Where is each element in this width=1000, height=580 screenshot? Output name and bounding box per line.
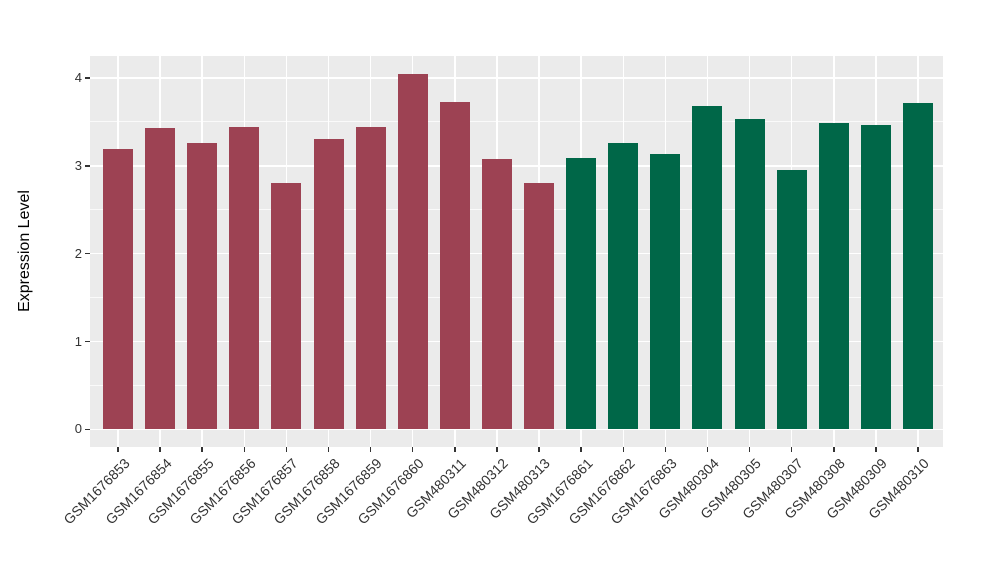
x-tick <box>117 447 119 452</box>
y-tick <box>85 77 90 79</box>
gridline-major-horizontal <box>90 340 943 343</box>
bar <box>902 103 933 430</box>
bar <box>860 124 891 430</box>
x-tick <box>243 447 246 452</box>
gridline-minor-horizontal <box>90 297 943 299</box>
bar <box>818 122 849 430</box>
x-tick <box>538 447 540 452</box>
y-tick-label: 4 <box>74 69 82 85</box>
bar <box>776 170 807 430</box>
y-tick-label: 1 <box>74 333 82 349</box>
bar <box>524 182 555 430</box>
y-tick <box>85 340 90 343</box>
gridline-major-horizontal <box>90 165 943 167</box>
bar <box>439 101 470 430</box>
x-tick <box>369 447 372 452</box>
gridline-minor-horizontal <box>90 385 943 386</box>
bar <box>103 149 133 430</box>
x-tick <box>327 447 330 452</box>
bar <box>355 127 386 430</box>
bar <box>481 158 512 430</box>
x-tick <box>706 447 709 452</box>
gridline-major-horizontal <box>90 252 943 255</box>
bar <box>187 142 218 430</box>
bar <box>313 138 344 430</box>
y-tick <box>85 428 90 431</box>
y-tick-label: 2 <box>74 245 82 261</box>
x-tick <box>285 447 288 452</box>
plot-panel <box>90 56 943 447</box>
x-tick <box>790 447 793 452</box>
y-tick-label: 0 <box>74 421 82 437</box>
x-tick <box>748 447 751 452</box>
gridline-minor-horizontal <box>90 121 943 123</box>
bar <box>692 106 723 430</box>
x-tick <box>622 447 624 452</box>
bar <box>145 128 176 430</box>
bar <box>566 157 597 430</box>
gridline-major-horizontal <box>90 77 943 79</box>
bar <box>608 142 639 430</box>
bar <box>229 127 260 430</box>
x-tick <box>664 447 667 452</box>
gridline-minor-horizontal <box>90 209 943 211</box>
x-tick <box>201 447 203 452</box>
bar <box>734 119 765 430</box>
gridline-major-horizontal <box>90 428 943 431</box>
y-tick-label: 3 <box>74 157 82 173</box>
x-tick <box>411 447 414 452</box>
x-tick <box>580 447 582 452</box>
x-tick <box>833 447 835 452</box>
bar <box>650 153 681 430</box>
x-tick <box>159 447 161 452</box>
bar <box>271 183 302 430</box>
x-tick <box>875 447 877 452</box>
x-tick <box>917 447 919 452</box>
bar <box>397 73 428 430</box>
y-tick <box>85 165 90 167</box>
x-tick <box>454 447 456 452</box>
x-tick <box>496 447 498 452</box>
y-tick <box>85 252 90 255</box>
